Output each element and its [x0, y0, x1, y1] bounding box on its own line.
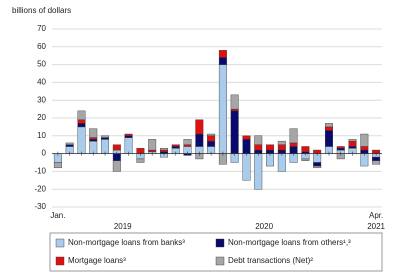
bar-segment: [65, 144, 74, 147]
y-tick-label: 70: [37, 24, 46, 33]
legend-swatch: [215, 256, 225, 266]
bar-segment: [242, 139, 251, 154]
bar-segment: [336, 146, 345, 149]
bar-segment: [77, 110, 86, 120]
y-axis-title: billions of dollars: [12, 6, 71, 15]
x-tick-label: Jan.: [50, 211, 65, 220]
bar-segment: [301, 158, 310, 161]
bar-segment: [242, 135, 251, 140]
x-tick-label: Apr.: [369, 211, 383, 220]
y-tick-label: 10: [37, 131, 46, 140]
y-tick-label: 0: [42, 149, 47, 158]
y-tick-label: -10: [34, 167, 46, 176]
bar-segment: [254, 153, 263, 190]
legend-label: Debt transactions (Net)²: [228, 256, 313, 265]
bar-segment: [89, 137, 98, 140]
bar-segment: [313, 162, 322, 167]
y-tick-label: 30: [37, 95, 46, 104]
bar-segment: [230, 108, 239, 112]
bar-segment: [195, 133, 204, 147]
bar-segment: [313, 165, 322, 169]
legend-swatch: [55, 256, 65, 266]
y-tick-label: 20: [37, 113, 46, 122]
bar-segment: [124, 137, 133, 154]
bar-segment: [360, 133, 369, 147]
bar-segment: [254, 144, 263, 151]
bar-segment: [324, 123, 333, 128]
bar-segment: [183, 139, 192, 145]
bar-segment: [242, 153, 251, 181]
bar-segment: [77, 119, 86, 124]
bar-segment: [101, 135, 110, 138]
bar-segment: [277, 140, 286, 145]
bar-segment: [289, 142, 298, 147]
year-label: 2021: [367, 222, 385, 231]
bar-segment: [171, 144, 180, 147]
y-tick-label: -20: [34, 184, 46, 193]
bar-segment: [77, 123, 86, 128]
bar-segment: [148, 149, 157, 153]
bar-segment: [171, 146, 180, 149]
year-label: 2020: [255, 222, 273, 231]
bar-segment: [159, 148, 168, 151]
bar-segment: [348, 139, 357, 142]
bar-segment: [254, 135, 263, 145]
bar-segment: [348, 140, 357, 147]
bar-segment: [372, 160, 381, 165]
legend-swatch: [215, 238, 225, 248]
y-tick-label: 50: [37, 60, 46, 69]
bar-segment: [277, 153, 286, 172]
bar-segment: [89, 128, 98, 138]
bar-segment: [207, 135, 216, 142]
bar-segment: [218, 50, 227, 58]
bar-segment: [301, 146, 310, 153]
legend-box: [49, 232, 383, 272]
bar-segment: [360, 146, 369, 151]
legend-label: Mortgage loans³: [68, 256, 126, 265]
bar-segment: [348, 146, 357, 149]
bar-segment: [77, 126, 86, 154]
y-tick-label: 40: [37, 78, 46, 87]
bar-segment: [336, 148, 345, 151]
bar-segment: [101, 139, 110, 154]
legend-label: Non-mortgage loans from banks³: [68, 238, 185, 247]
bar-segment: [266, 144, 275, 151]
bar-segment: [112, 144, 121, 151]
bar-segment: [159, 149, 168, 153]
bar-segment: [53, 162, 62, 169]
bar-segment: [218, 57, 227, 65]
bar-segment: [324, 126, 333, 131]
bar-segment: [148, 139, 157, 151]
bar-segment: [89, 139, 98, 142]
bar-segment: [136, 158, 145, 163]
bar-segment: [124, 133, 133, 137]
bar-segment: [124, 135, 133, 138]
bar-segment: [372, 156, 381, 161]
bar-segment: [207, 140, 216, 147]
bar-segment: [218, 64, 227, 154]
bar-segment: [277, 144, 286, 151]
bar-segment: [324, 130, 333, 147]
bar-segment: [195, 119, 204, 135]
y-tick-label: 60: [37, 42, 46, 51]
bar-segment: [207, 133, 216, 137]
bar-segment: [230, 110, 239, 154]
year-label: 2019: [114, 222, 132, 231]
legend-swatch: [55, 238, 65, 248]
y-tick-label: -30: [34, 202, 46, 211]
bar-segment: [289, 128, 298, 144]
bar-segment: [101, 137, 110, 140]
bar-segment: [112, 160, 121, 172]
legend-label: Non-mortgage loans from others¹,³: [228, 238, 351, 247]
bar-segment: [230, 94, 239, 110]
bar-segment: [65, 142, 74, 145]
bar-segment: [183, 144, 192, 147]
